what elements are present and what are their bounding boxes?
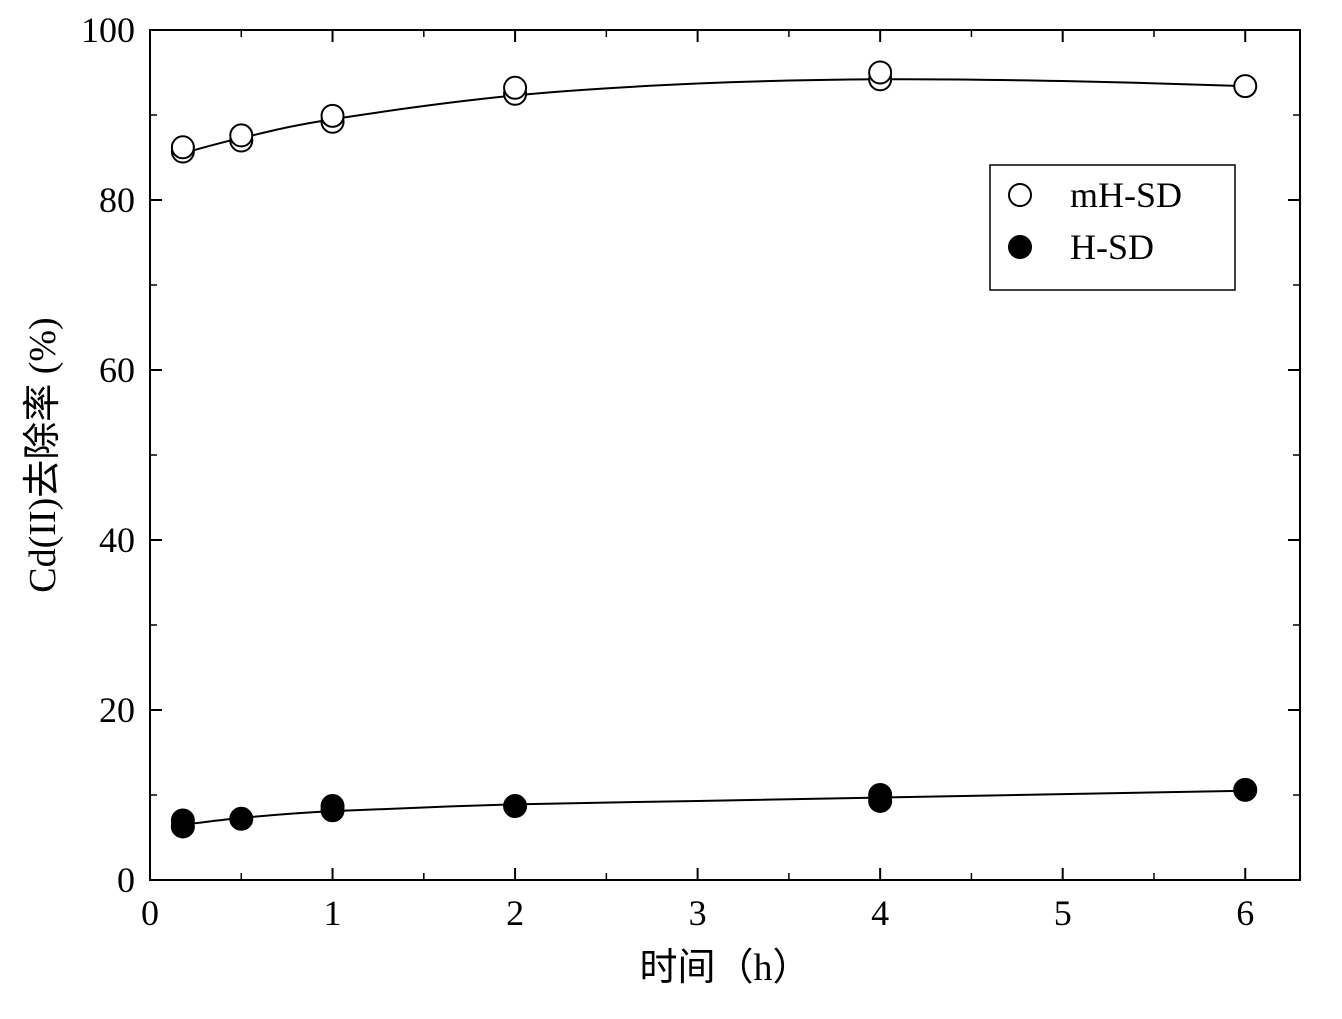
y-axis-label: Cd(II)去除率 (%) xyxy=(22,317,64,592)
chart-container: 0123456020406080100时间（h）Cd(II)去除率 (%)mH-… xyxy=(0,0,1342,1019)
y-tick-label: 100 xyxy=(81,10,135,50)
x-tick-label: 1 xyxy=(324,893,342,933)
series-marker-0 xyxy=(869,62,891,84)
legend-marker xyxy=(1009,184,1031,206)
legend-marker xyxy=(1009,236,1031,258)
x-tick-label: 2 xyxy=(506,893,524,933)
x-tick-label: 5 xyxy=(1054,893,1072,933)
y-tick-label: 60 xyxy=(99,350,135,390)
y-tick-label: 80 xyxy=(99,180,135,220)
series-marker-1 xyxy=(504,795,526,817)
series-marker-0 xyxy=(504,77,526,99)
y-tick-label: 20 xyxy=(99,690,135,730)
series-marker-1 xyxy=(172,810,194,832)
x-tick-label: 3 xyxy=(689,893,707,933)
series-marker-1 xyxy=(1234,779,1256,801)
series-marker-0 xyxy=(322,105,344,127)
x-tick-label: 0 xyxy=(141,893,159,933)
series-marker-1 xyxy=(869,784,891,806)
y-tick-label: 0 xyxy=(117,860,135,900)
x-tick-label: 4 xyxy=(871,893,889,933)
legend-label: H-SD xyxy=(1070,227,1154,267)
series-marker-0 xyxy=(230,124,252,146)
chart-svg: 0123456020406080100时间（h）Cd(II)去除率 (%)mH-… xyxy=(0,0,1342,1019)
series-marker-0 xyxy=(172,136,194,158)
y-tick-label: 40 xyxy=(99,520,135,560)
series-marker-1 xyxy=(230,808,252,830)
plot-frame xyxy=(150,30,1300,880)
x-tick-label: 6 xyxy=(1236,893,1254,933)
legend-label: mH-SD xyxy=(1070,175,1182,215)
series-marker-0 xyxy=(1234,75,1256,97)
series-marker-1 xyxy=(322,795,344,817)
x-axis-label: 时间（h） xyxy=(639,947,810,989)
